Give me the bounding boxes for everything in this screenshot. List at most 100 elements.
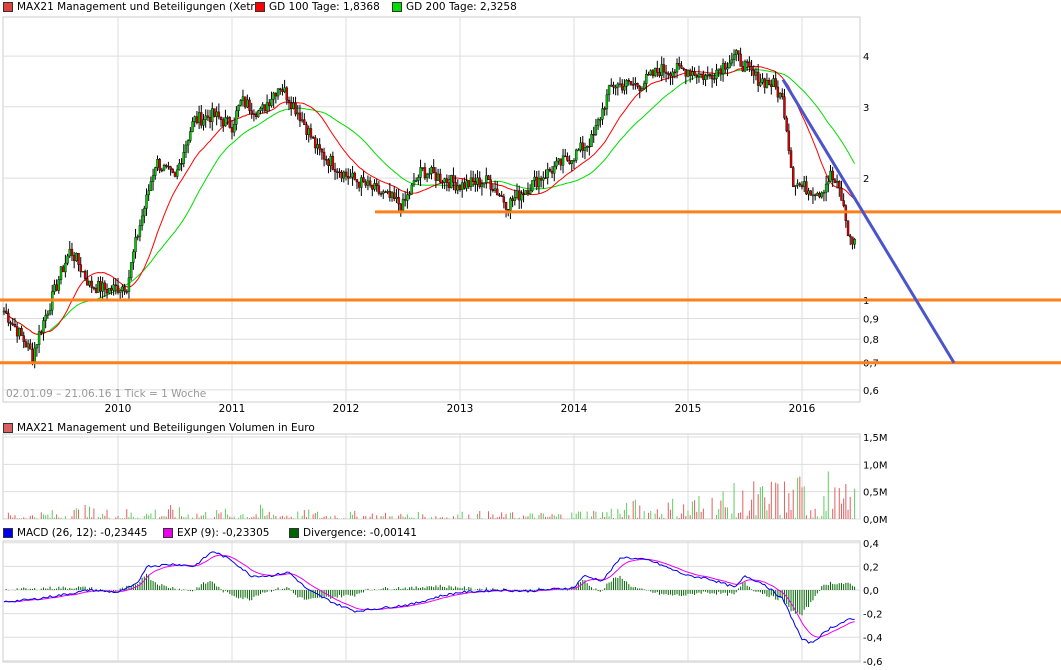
candle (778, 93, 782, 98)
candle (686, 70, 690, 77)
candle (379, 193, 383, 195)
candle (502, 196, 506, 203)
candle (281, 89, 284, 92)
candle (425, 173, 429, 179)
candle (693, 71, 696, 76)
candle (134, 237, 137, 253)
candle (581, 142, 584, 151)
candle (145, 194, 148, 209)
candle (574, 149, 578, 161)
candle (316, 144, 319, 149)
candle (414, 180, 418, 182)
candle (658, 72, 661, 76)
candle (610, 84, 613, 87)
candle (531, 180, 534, 191)
candle (833, 179, 837, 183)
legend-divergence: Divergence: -0,00141 (289, 527, 417, 539)
candle (373, 183, 376, 190)
candle (754, 71, 758, 76)
candle (226, 117, 229, 119)
candle (357, 181, 361, 188)
candle (585, 146, 589, 148)
candle (355, 179, 359, 183)
candle (406, 194, 409, 201)
candle (353, 172, 356, 180)
candle (197, 112, 201, 123)
candle (169, 166, 172, 170)
candle (816, 193, 819, 196)
candle (500, 195, 503, 197)
candle (535, 176, 538, 188)
candle (621, 83, 624, 91)
candle (206, 115, 210, 118)
candle (61, 266, 65, 273)
candle (46, 313, 50, 316)
candle (544, 177, 547, 179)
candle (222, 119, 225, 127)
candle (761, 78, 764, 83)
candle (70, 248, 74, 256)
candle (29, 343, 32, 350)
candle (296, 112, 299, 115)
candle (189, 131, 192, 141)
candle (835, 180, 839, 183)
candle (800, 184, 804, 187)
candle (699, 73, 703, 75)
candle (127, 277, 131, 292)
candle (507, 209, 510, 211)
candle (445, 178, 449, 183)
date-range-label: 02.01.09 – 21.06.16 1 Tick = 1 Woche (6, 388, 207, 400)
candle (368, 180, 372, 186)
candle (53, 284, 56, 292)
candle (680, 65, 683, 69)
candle (770, 84, 773, 87)
candle (193, 116, 196, 122)
candle (430, 166, 433, 174)
candle (759, 81, 762, 86)
candle (261, 104, 264, 109)
y-tick-label: 1,0M (863, 460, 888, 471)
candle (18, 327, 21, 337)
candle (283, 87, 286, 92)
candle (616, 83, 620, 88)
candle (408, 193, 411, 196)
candle (568, 160, 571, 164)
candle (35, 344, 39, 349)
candle (149, 181, 153, 191)
candle (237, 105, 240, 111)
candle (478, 177, 481, 187)
candle (259, 107, 262, 112)
candle (202, 119, 205, 126)
candle (382, 191, 385, 194)
candle (463, 182, 466, 189)
candle (688, 70, 692, 76)
candle (805, 181, 808, 195)
candle (298, 112, 302, 122)
candle (614, 86, 617, 89)
candle (307, 128, 310, 135)
candle (756, 71, 760, 86)
candle (325, 159, 328, 161)
candle (272, 92, 275, 100)
candle (496, 188, 499, 196)
candle (537, 177, 541, 188)
candle (695, 74, 698, 78)
candle (667, 73, 670, 75)
candle (818, 193, 821, 198)
candle (772, 78, 775, 87)
candle (653, 67, 657, 76)
candle (820, 192, 823, 198)
gd100-line (3, 65, 855, 335)
candle (94, 287, 98, 293)
candle (33, 347, 36, 362)
candle (213, 108, 216, 117)
y-tick-label: 0,5M (863, 488, 888, 499)
candle (158, 159, 161, 171)
candle (81, 271, 85, 273)
candle (351, 172, 354, 178)
candle (546, 168, 549, 178)
candle (204, 115, 207, 120)
candle (393, 192, 396, 199)
